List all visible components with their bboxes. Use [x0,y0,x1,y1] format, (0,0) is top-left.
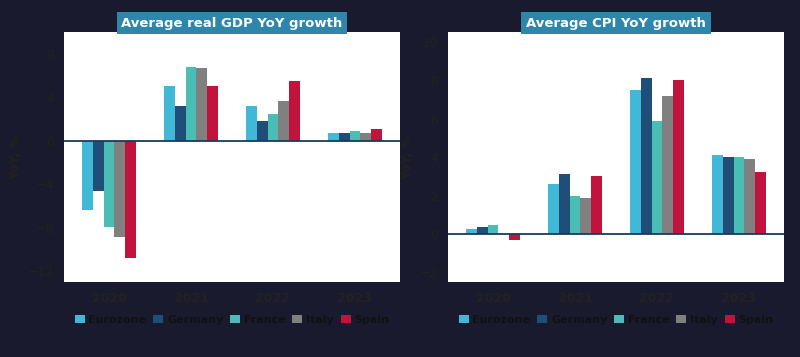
Bar [93,141,104,191]
Bar [186,67,196,141]
Bar [488,225,498,234]
Y-axis label: YoY, %: YoY, % [10,135,22,180]
Bar [328,133,339,141]
Bar [196,68,207,141]
Bar [175,106,186,141]
Bar [289,81,300,141]
Bar [641,78,652,234]
Bar [278,101,289,141]
Bar [559,174,570,234]
Bar [114,141,125,237]
Bar [548,184,559,234]
Bar [466,229,477,234]
Text: Average real GDP YoY growth: Average real GDP YoY growth [122,17,342,30]
Bar [673,80,684,234]
Bar [257,121,268,141]
Bar [268,114,278,141]
Bar [712,155,723,234]
Bar [339,133,350,141]
Legend: Eurozone, Germany, France, Italy, Spain: Eurozone, Germany, France, Italy, Spain [70,310,394,329]
Bar [509,234,520,240]
Legend: Eurozone, Germany, France, Italy, Spain: Eurozone, Germany, France, Italy, Spain [454,310,778,329]
Bar [662,96,673,234]
Bar [755,172,766,234]
Bar [360,133,371,141]
Bar [652,121,662,234]
Bar [371,129,382,141]
Bar [630,90,641,234]
Bar [723,157,734,234]
Bar [207,86,218,141]
Bar [591,176,602,234]
Text: Average CPI YoY growth: Average CPI YoY growth [526,17,706,30]
Bar [570,196,580,234]
Bar [246,106,257,141]
Bar [744,159,755,234]
Bar [104,141,114,227]
Bar [580,198,591,234]
Bar [477,227,488,234]
Bar [350,131,360,141]
Bar [82,141,93,210]
Bar [125,141,136,258]
Bar [164,86,175,141]
Y-axis label: YoY, %: YoY, % [402,135,414,180]
Bar [734,157,744,234]
